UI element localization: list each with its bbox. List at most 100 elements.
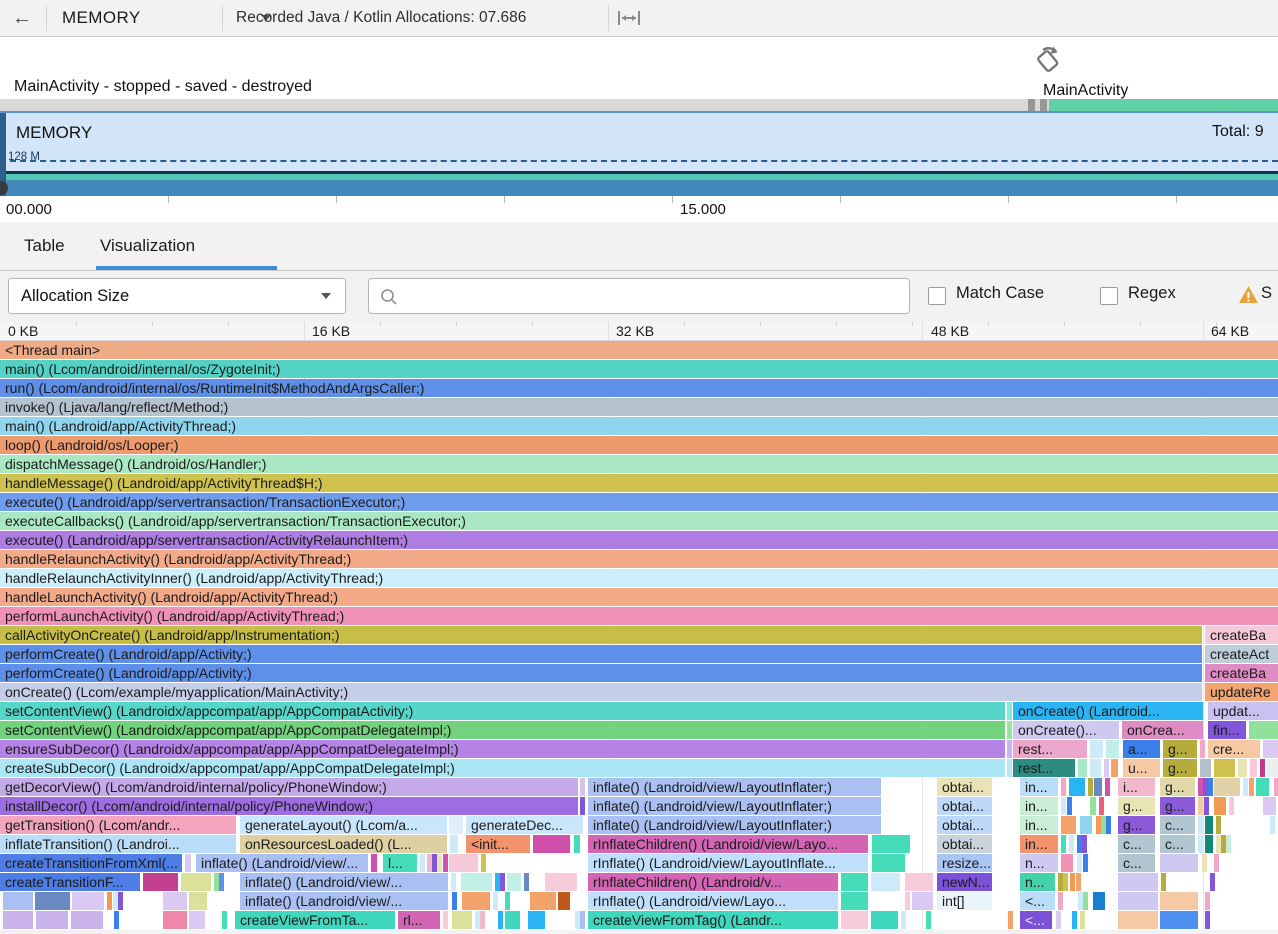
flame-segment[interactable] — [437, 854, 442, 872]
flame-segment[interactable] — [558, 892, 570, 910]
flame-segment[interactable] — [1208, 778, 1213, 796]
flame-segment[interactable] — [1105, 778, 1110, 796]
flame-segment[interactable] — [1078, 759, 1087, 777]
track-drag-handle[interactable] — [0, 181, 8, 195]
flame-segment[interactable] — [1056, 911, 1061, 929]
flame-segment[interactable]: obtai... — [937, 816, 992, 834]
flame-segment[interactable] — [1238, 759, 1247, 777]
flame-segment[interactable] — [1061, 854, 1073, 872]
flame-segment[interactable] — [1077, 854, 1082, 872]
flame-segment[interactable] — [905, 892, 910, 910]
flame-segment[interactable] — [35, 892, 70, 910]
flame-segment[interactable] — [432, 854, 437, 872]
flame-segment[interactable] — [1070, 873, 1075, 891]
flame-segment[interactable] — [1214, 797, 1226, 815]
flame-segment[interactable]: rInflateChildren() (Landroid/view/Layo..… — [588, 835, 868, 853]
flame-segment[interactable] — [1083, 854, 1088, 872]
flame-segment[interactable] — [1205, 892, 1210, 910]
flame-segment[interactable]: handleMessage() (Landroid/app/ActivityTh… — [0, 474, 1278, 492]
flame-segment[interactable]: g... — [1118, 797, 1155, 815]
flame-segment[interactable] — [1007, 740, 1012, 758]
flame-segment[interactable] — [450, 835, 458, 853]
flame-segment[interactable]: onResourcesLoaded() (L... — [240, 835, 447, 853]
flame-segment[interactable] — [214, 873, 219, 891]
flame-segment[interactable]: rInflateChildren() (Landroid/v... — [588, 873, 838, 891]
flame-segment[interactable]: createTransitionF... — [0, 873, 140, 891]
flame-segment[interactable] — [1249, 721, 1278, 739]
flame-segment[interactable]: inflate() (Landroid/view/... — [240, 873, 448, 891]
flame-segment[interactable] — [462, 892, 490, 910]
flame-segment[interactable] — [163, 911, 187, 929]
flame-segment[interactable] — [1111, 759, 1118, 777]
flame-segment[interactable] — [841, 892, 868, 910]
flame-segment[interactable] — [1106, 740, 1119, 758]
flame-segment[interactable]: ensureSubDecor() (Landroidx/appcompat/ap… — [0, 740, 1005, 758]
flame-segment[interactable]: onCreate() (Lcom/example/myapplication/M… — [0, 683, 1202, 701]
match-case-checkbox[interactable] — [928, 287, 946, 305]
flame-segment[interactable]: rInflate() (Landroid/view/Layo... — [588, 892, 838, 910]
flame-segment[interactable] — [1200, 740, 1205, 758]
flame-segment[interactable] — [505, 892, 510, 910]
flame-segment[interactable] — [1263, 740, 1278, 758]
flame-segment[interactable]: generateDec... — [466, 816, 583, 834]
flame-segment[interactable]: handleLaunchActivity() (Landroid/app/Act… — [0, 588, 1278, 606]
flame-segment[interactable] — [1061, 778, 1066, 796]
flame-segment[interactable] — [1229, 797, 1234, 815]
flame-segment[interactable]: getDecorView() (Lcom/android/internal/po… — [0, 778, 578, 796]
flame-segment[interactable] — [926, 911, 931, 929]
flame-segment[interactable] — [1106, 816, 1111, 834]
flame-segment[interactable]: createViewFromTag() (Landr... — [588, 911, 838, 929]
flame-segment[interactable] — [1007, 721, 1012, 739]
flame-segment[interactable] — [443, 854, 448, 872]
flame-segment[interactable]: in... — [1020, 778, 1058, 796]
flame-segment[interactable]: invoke() (Ljava/lang/reflect/Method;) — [0, 398, 1278, 416]
flame-segment[interactable] — [580, 911, 585, 929]
flame-segment[interactable] — [1200, 759, 1211, 777]
flame-segment[interactable] — [1160, 854, 1198, 872]
flame-segment[interactable]: onCrea... — [1122, 721, 1203, 739]
flame-segment[interactable]: c... — [1160, 816, 1195, 834]
flame-segment[interactable] — [1203, 778, 1208, 796]
flame-segment[interactable]: c... — [1160, 835, 1195, 853]
flame-segment[interactable] — [1099, 797, 1104, 815]
flame-segment[interactable]: createViewFromTa... — [235, 911, 395, 929]
flame-segment[interactable]: g... — [1118, 816, 1155, 834]
flame-segment[interactable] — [905, 873, 933, 891]
flame-segment[interactable]: obtai... — [937, 797, 992, 815]
flame-segment[interactable]: newN... — [937, 873, 992, 891]
flame-segment[interactable] — [1058, 892, 1063, 910]
flame-segment[interactable] — [507, 873, 521, 891]
flame-segment[interactable]: installDecor() (Lcom/android/internal/po… — [0, 797, 578, 815]
flame-segment[interactable] — [1198, 797, 1203, 815]
flame-segment[interactable] — [3, 911, 33, 929]
regex-checkbox[interactable] — [1100, 287, 1118, 305]
flame-segment[interactable] — [107, 892, 112, 910]
flame-segment[interactable] — [1088, 778, 1093, 796]
flame-segment[interactable]: updat... — [1208, 702, 1278, 720]
flame-segment[interactable] — [1221, 835, 1226, 853]
flame-segment[interactable] — [1216, 835, 1221, 853]
flame-segment[interactable] — [1256, 778, 1269, 796]
flame-segment[interactable] — [481, 854, 486, 872]
flame-segment[interactable] — [574, 835, 580, 853]
track-left-handle[interactable] — [0, 113, 6, 196]
flame-segment[interactable] — [1072, 911, 1077, 929]
flame-segment[interactable] — [1061, 816, 1076, 834]
flame-segment[interactable]: inflate() (Landroid/view/... — [196, 854, 368, 872]
flame-segment[interactable] — [1198, 778, 1203, 796]
flame-segment[interactable] — [1214, 759, 1235, 777]
flame-segment[interactable]: resize... — [937, 854, 992, 872]
flame-segment[interactable] — [500, 873, 505, 891]
flame-segment[interactable]: a... — [1123, 740, 1160, 758]
flame-segment[interactable]: inflate() (Landroid/view/... — [240, 892, 448, 910]
flame-segment[interactable]: onCreate()... — [1013, 721, 1119, 739]
flame-segment[interactable]: inflate() (Landroid/view/LayoutInflater;… — [588, 816, 881, 834]
flame-segment[interactable] — [1067, 797, 1072, 815]
flame-segment[interactable] — [475, 911, 480, 929]
flame-segment[interactable] — [1216, 816, 1221, 834]
flame-segment[interactable]: dispatchMessage() (Landroid/os/Handler;) — [0, 455, 1278, 473]
flame-segment[interactable]: main() (Lcom/android/internal/os/ZygoteI… — [0, 360, 1278, 378]
flame-segment[interactable] — [222, 911, 227, 929]
flame-segment[interactable]: i... — [1118, 778, 1155, 796]
search-input[interactable] — [405, 281, 905, 313]
